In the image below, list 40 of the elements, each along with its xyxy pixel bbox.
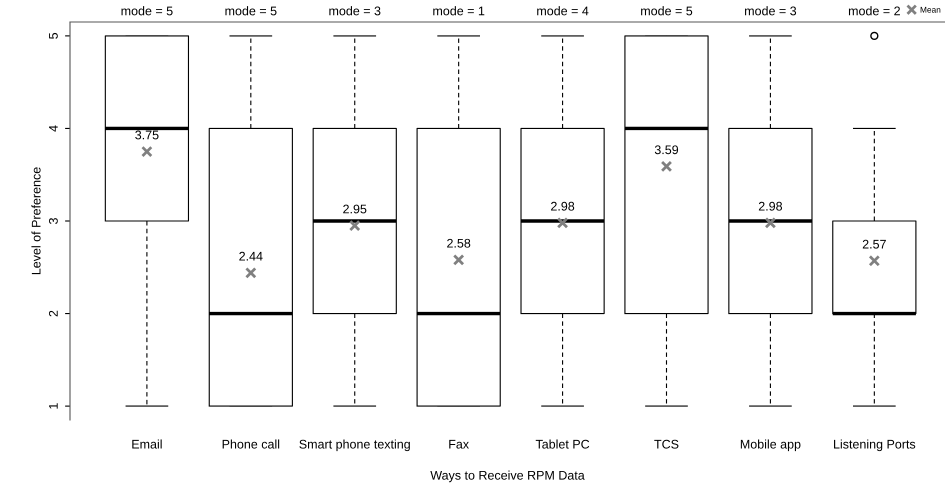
point	[452, 254, 464, 266]
data-label: 2.57	[862, 240, 886, 249]
y-tick-label: 2	[48, 310, 58, 316]
x-tick-label: Phone call	[222, 439, 280, 449]
y-tick-label: 3	[48, 218, 58, 224]
x-tick-label: Fax	[449, 440, 469, 449]
data-label: 2.58	[447, 238, 470, 248]
x-tick-label: Email	[132, 439, 162, 449]
data-label: 3.75	[135, 130, 159, 140]
point	[868, 255, 880, 267]
x-tick-label: Mobile app	[740, 439, 800, 452]
text: mode = 4	[537, 6, 588, 16]
point	[245, 267, 257, 279]
point	[660, 160, 672, 172]
y-tick-label: 1	[49, 403, 58, 409]
data-label: 3.59	[654, 145, 678, 154]
point	[348, 220, 361, 232]
text: mode = 3	[745, 6, 796, 16]
text: mode = 1	[433, 6, 484, 16]
text: mode = 2	[848, 6, 900, 16]
data-label: 2.95	[343, 204, 366, 214]
point	[556, 217, 568, 229]
data-label: 2.44	[239, 252, 263, 261]
x-tick-label: TCS	[654, 440, 678, 449]
y-tick-label: 4	[49, 125, 58, 132]
x-axis-title: Ways to Receive RPM Data	[430, 470, 585, 482]
y-axis-title: Level of Preference	[31, 167, 41, 274]
x-tick-label: Listening Ports	[834, 439, 916, 452]
x-tick-label: Smart phone texting	[299, 439, 410, 452]
text: mode = 5	[225, 6, 277, 16]
y-tick-label: 5	[49, 32, 58, 39]
text: mode = 5	[641, 6, 692, 16]
data-label: 2.98	[758, 202, 782, 211]
x-tick-label: Tablet PC	[536, 439, 590, 449]
text: mode = 5	[122, 6, 173, 16]
point	[141, 146, 153, 158]
legend-label: Mean	[920, 6, 940, 13]
data-label: 2.98	[551, 202, 574, 211]
text: mode = 3	[329, 6, 380, 16]
point	[764, 217, 776, 229]
